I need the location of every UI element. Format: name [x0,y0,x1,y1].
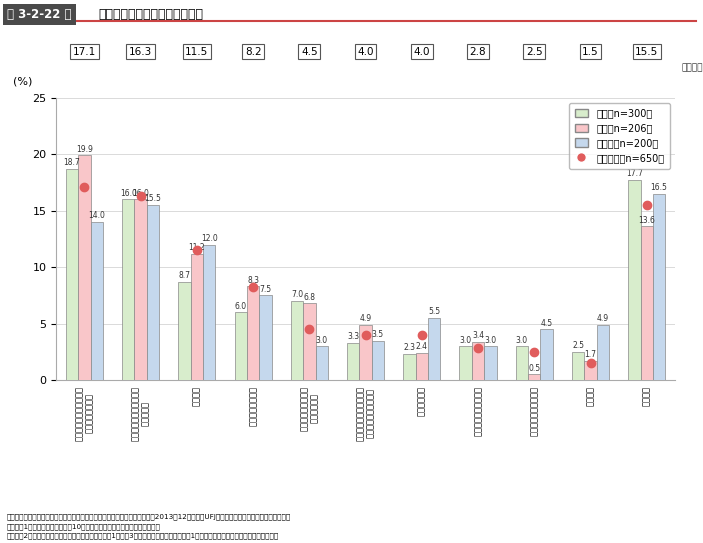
Bar [203,244,215,380]
Text: 2．起業準備者が直面している課題について1位から3位を回答してもらった中で、1位として回答されたものを集計している。: 2．起業準備者が直面している課題について1位から3位を回答してもらった中で、1位… [7,532,279,539]
Text: 7.0: 7.0 [291,291,303,299]
Text: 17.7: 17.7 [626,169,643,179]
Bar [584,361,597,380]
Text: 2.5: 2.5 [572,341,584,350]
Text: 4.0: 4.0 [357,47,374,56]
Bar [291,301,303,380]
Bar [597,325,609,380]
Text: 0.5: 0.5 [528,364,541,372]
Text: 3.0: 3.0 [460,336,472,344]
Text: 3.0: 3.0 [316,336,328,344]
Bar [235,312,247,380]
Text: 質の高い人材（経理、営
業等の技術等）の確保: 質の高い人材（経理、営 業等の技術等）の確保 [356,386,375,440]
Text: 販売先の確保: 販売先の確保 [418,386,426,415]
Text: （注）　1．回答した割合が高い10項目及び「業界慣行」を表示している。: （注） 1．回答した割合が高い10項目及び「業界慣行」を表示している。 [7,523,161,529]
Bar [247,286,259,380]
Text: 家庭（家事・育児・
介）との同立: 家庭（家事・育児・ 介）との同立 [299,386,319,431]
Bar [628,180,640,380]
Bar [484,346,496,380]
Text: 家族の理解・協力: 家族の理解・協力 [249,386,257,426]
Text: 8.2: 8.2 [245,47,262,56]
Text: 1.7: 1.7 [584,350,597,359]
Bar [191,254,203,380]
Text: 2.5: 2.5 [526,47,543,56]
Text: 事業に必要な専門知識・
技術の習得: 事業に必要な専門知識・ 技術の習得 [131,386,150,440]
Bar [572,352,584,380]
Bar [179,282,191,380]
Legend: 女性（n=300）, 若者（n=206）, シニア（n=200）, 全体平均（n=650）: 女性（n=300）, 若者（n=206）, シニア（n=200）, 全体平均（n… [569,103,670,169]
Bar [372,340,384,380]
Text: 6.0: 6.0 [235,302,247,311]
Text: 16.5: 16.5 [651,183,668,192]
Text: 6.8: 6.8 [303,293,316,301]
Text: 2.8: 2.8 [470,47,486,56]
Text: 1.5: 1.5 [582,47,599,56]
Bar [404,354,415,380]
Text: 4.0: 4.0 [413,47,430,56]
Text: （全体平均）: （全体平均） [682,64,703,72]
Text: 14.0: 14.0 [89,211,105,220]
Text: 4.5: 4.5 [541,319,553,327]
Bar [147,205,159,380]
Text: 15.5: 15.5 [635,47,659,56]
Text: 7.5: 7.5 [259,285,271,294]
Text: 3.4: 3.4 [472,331,484,340]
Bar [316,346,328,380]
Bar [541,329,553,380]
Text: 起業に伴う各種手続き: 起業に伴う各種手続き [474,386,482,435]
Bar [347,343,359,380]
Text: 5.5: 5.5 [428,307,440,316]
Text: 18.7: 18.7 [63,158,80,167]
Bar [122,199,134,380]
Bar [66,169,78,380]
Bar [78,155,91,380]
Text: 4.5: 4.5 [301,47,318,56]
Text: 特にない: 特にない [643,386,651,406]
Text: 業界慣行: 業界慣行 [586,386,595,406]
Bar [428,318,440,380]
Bar [640,226,653,380]
Bar [91,222,103,380]
Text: 2.3: 2.3 [404,343,415,352]
Text: 13.6: 13.6 [638,216,655,225]
Bar [653,194,665,380]
Bar [528,375,541,380]
Bar [460,346,472,380]
Text: 3.0: 3.0 [484,336,496,344]
Text: マーケットの情報収集: マーケットの情報収集 [530,386,538,435]
Text: 16.0: 16.0 [120,189,136,198]
Text: 3.0: 3.0 [516,336,528,344]
Text: 16.0: 16.0 [132,189,149,198]
Text: 4.9: 4.9 [597,314,609,323]
Text: 2.4: 2.4 [415,342,428,351]
Text: 4.9: 4.9 [359,314,372,323]
Text: 第 3-2-22 図: 第 3-2-22 図 [7,8,72,21]
Y-axis label: (%): (%) [13,77,32,86]
Text: 8.3: 8.3 [247,276,259,285]
Text: 8.7: 8.7 [179,271,191,280]
Text: 12.0: 12.0 [201,234,218,243]
Text: 11.5: 11.5 [185,47,209,56]
Text: 17.1: 17.1 [72,47,96,56]
Bar [134,199,147,380]
Text: 3.3: 3.3 [347,332,359,341]
Bar [259,295,271,380]
Text: 経営知識一般（財務・会
計を含む）の習得: 経営知識一般（財務・会 計を含む）の習得 [75,386,94,440]
Text: 3.5: 3.5 [372,330,384,339]
Bar [303,304,316,380]
Text: 11.2: 11.2 [188,243,205,252]
Text: 資料：中小企業庁委託「日本の起業環境及び潜在的起業家に関する調査」（2013年12月、三菱UFJリサーチ＆コンサルティング（株））: 資料：中小企業庁委託「日本の起業環境及び潜在的起業家に関する調査」（2013年1… [7,513,291,520]
Bar [359,325,372,380]
Bar [415,353,428,380]
Bar [472,342,484,380]
Text: 19.9: 19.9 [76,144,93,154]
Text: 15.5: 15.5 [145,194,162,203]
Text: 16.3: 16.3 [129,47,153,56]
Text: 資金調達: 資金調達 [193,386,201,406]
Bar [516,346,528,380]
Text: 起業準備者が直面している課題: 起業準備者が直面している課題 [98,8,203,21]
